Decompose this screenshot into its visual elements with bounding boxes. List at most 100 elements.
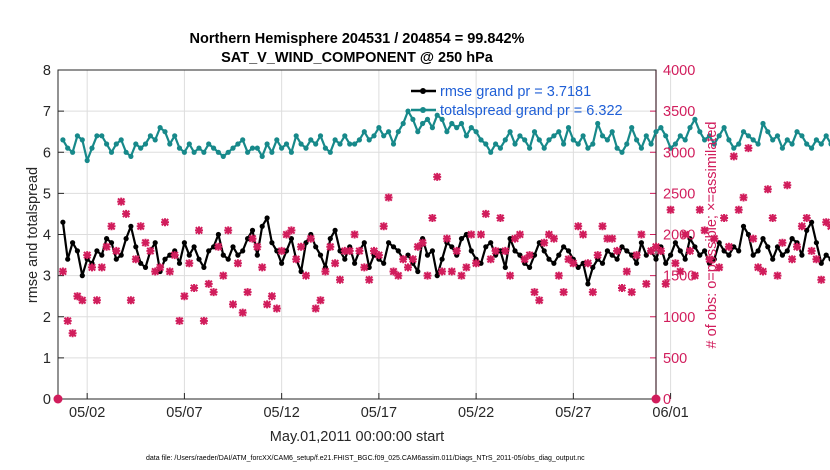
totalspread-point: [410, 116, 416, 122]
obs-point: [627, 288, 636, 297]
obs-point: [238, 308, 247, 317]
totalspread-point: [347, 141, 353, 147]
rmse-point: [157, 268, 163, 275]
totalspread-point: [327, 149, 333, 155]
totalspread-point: [682, 137, 688, 143]
obs-point: [180, 292, 189, 301]
totalspread-point: [439, 116, 445, 122]
obs-point: [92, 296, 101, 305]
obs-point: [185, 259, 194, 268]
rmse-point: [794, 240, 800, 246]
legend-rmse-label: rmse grand pr = 3.7181: [440, 84, 591, 100]
rmse-point: [128, 223, 134, 229]
totalspread-point: [420, 120, 426, 127]
obs-point: [355, 246, 364, 255]
rmse-point: [60, 219, 66, 225]
totalspread-point: [366, 137, 372, 143]
totalspread-point: [211, 145, 217, 151]
obs-point: [282, 230, 291, 239]
rmse-point: [361, 240, 367, 246]
totalspread-point: [322, 145, 328, 151]
totalspread-point: [415, 129, 421, 135]
totalspread-point: [716, 133, 722, 139]
rmse-point: [740, 223, 747, 229]
obs-point: [793, 242, 801, 251]
obs-point: [199, 316, 208, 325]
obs-point: [165, 267, 174, 276]
rmse-point: [527, 264, 533, 270]
totalspread-point: [434, 112, 440, 118]
totalspread-point: [240, 137, 246, 143]
totalspread-point: [176, 145, 183, 151]
origin-marker-right: [651, 394, 661, 404]
rmse-point: [672, 240, 679, 246]
rmse-point: [181, 240, 187, 246]
obs-point: [749, 234, 758, 243]
rmse-point: [468, 248, 474, 254]
obs-point: [413, 242, 422, 251]
obs-point: [248, 234, 257, 243]
totalspread-point: [672, 141, 679, 147]
obs-point: [588, 288, 597, 297]
obs-point: [720, 214, 729, 222]
totalspread-point: [89, 145, 95, 151]
y-right-tick-label: 3000: [663, 145, 695, 161]
obs-point: [195, 226, 203, 235]
obs-point: [267, 292, 276, 301]
totalspread-point: [138, 145, 144, 151]
rmse-point: [551, 260, 557, 266]
totalspread-point: [706, 133, 713, 139]
obs-point: [117, 197, 126, 206]
rmse-point: [162, 256, 168, 262]
rmse-point: [142, 264, 149, 270]
totalspread-point: [604, 137, 611, 143]
obs-point: [763, 185, 772, 194]
rmse-point: [99, 252, 105, 258]
obs-point: [336, 275, 344, 284]
rmse-point: [347, 244, 353, 250]
totalspread-point: [191, 149, 197, 155]
rmse-point: [429, 248, 435, 254]
obs-point: [569, 259, 578, 268]
totalspread-point: [478, 137, 484, 143]
x-tick-label: 05/27: [555, 405, 591, 421]
rmse-point: [565, 248, 572, 254]
obs-point: [331, 259, 340, 268]
obs-point: [506, 271, 515, 280]
totalspread-point: [60, 137, 66, 143]
totalspread-point: [259, 153, 265, 159]
rmse-point: [196, 256, 202, 262]
totalspread-point: [225, 149, 231, 155]
rmse-point: [556, 252, 562, 258]
totalspread-point: [765, 129, 771, 135]
obs-point: [744, 144, 753, 153]
totalspread-point: [162, 129, 168, 135]
rmse-point: [332, 227, 338, 233]
totalspread-point: [512, 141, 518, 147]
totalspread-point: [536, 137, 542, 143]
rmse-point: [118, 252, 124, 258]
totalspread-point: [108, 149, 115, 155]
totalspread-point: [750, 137, 756, 143]
totalspread-point: [381, 133, 387, 139]
rmse-point: [692, 244, 698, 250]
totalspread-point: [502, 137, 508, 143]
totalspread-point: [823, 133, 829, 139]
obs-point: [287, 226, 296, 235]
obs-point: [724, 242, 733, 251]
totalspread-point: [711, 141, 717, 147]
rmse-point: [595, 256, 601, 262]
rmse-point: [386, 240, 392, 246]
obs-point: [579, 230, 588, 239]
rmse-point: [706, 260, 713, 266]
rmse-point: [70, 240, 76, 246]
totalspread-point: [390, 141, 397, 147]
obs-point: [807, 246, 816, 255]
totalspread-point: [142, 141, 149, 147]
obs-point: [783, 181, 792, 190]
obs-point: [754, 263, 763, 272]
rmse-point: [410, 260, 416, 266]
obs-point: [233, 259, 242, 268]
rmse-point: [366, 264, 372, 270]
obs-point: [107, 222, 116, 231]
